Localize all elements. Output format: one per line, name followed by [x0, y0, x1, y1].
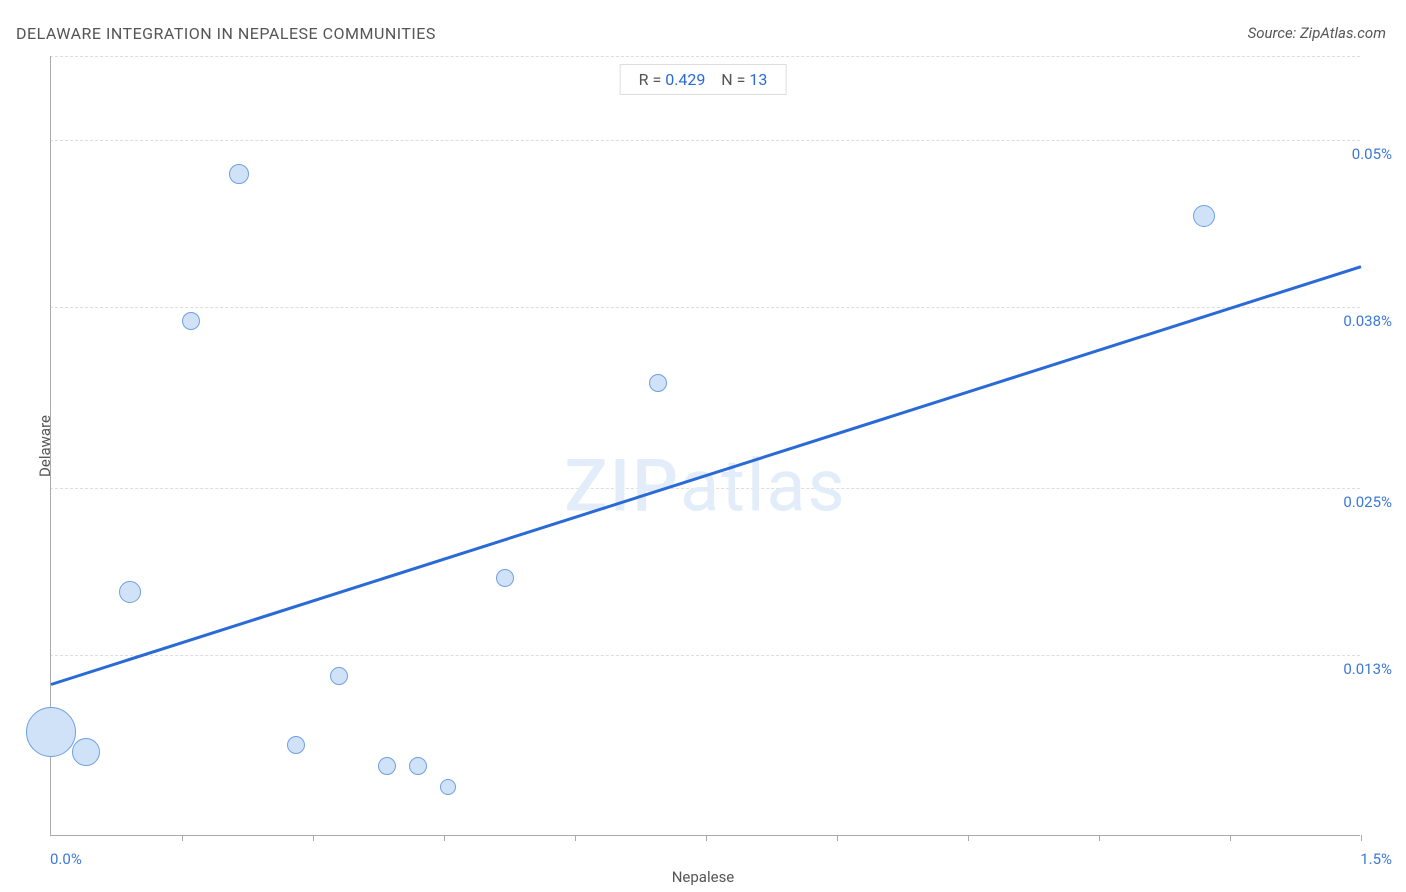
x-tick — [706, 835, 707, 841]
x-tick — [444, 835, 445, 841]
plot-area: ZIPatlas — [50, 56, 1360, 836]
stats-box: R = 0.429 N = 13 — [620, 64, 787, 95]
scatter-point — [72, 738, 100, 766]
x-tick — [575, 835, 576, 841]
r-value: 0.429 — [665, 70, 705, 89]
x-axis-label: Nepalese — [672, 868, 735, 886]
scatter-point — [649, 374, 667, 392]
scatter-point — [26, 707, 76, 757]
x-tick — [837, 835, 838, 841]
scatter-point — [330, 667, 348, 685]
source-attribution: Source: ZipAtlas.com — [1248, 24, 1386, 42]
x-tick — [182, 835, 183, 841]
r-label: R = — [639, 70, 662, 89]
scatter-point — [119, 581, 141, 603]
plot-axes: ZIPatlas — [50, 56, 1360, 836]
scatter-point — [229, 164, 249, 184]
scatter-point — [378, 757, 396, 775]
scatter-point — [440, 779, 456, 795]
scatter-point — [409, 757, 427, 775]
chart-title: DELAWARE INTEGRATION IN NEPALESE COMMUNI… — [16, 24, 436, 43]
chart-container: DELAWARE INTEGRATION IN NEPALESE COMMUNI… — [0, 0, 1406, 892]
scatter-point — [496, 569, 514, 587]
n-label: N = — [721, 70, 745, 89]
x-tick — [968, 835, 969, 841]
x-tick — [1361, 835, 1362, 841]
x-tick — [1099, 835, 1100, 841]
x-tick-start-label: 0.0% — [50, 850, 82, 868]
x-tick — [313, 835, 314, 841]
x-tick-end-label: 1.5% — [1360, 850, 1392, 868]
scatter-point — [1193, 205, 1215, 227]
trend-line — [51, 265, 1362, 686]
scatter-point — [287, 736, 305, 754]
n-value: 13 — [749, 70, 767, 89]
scatter-point — [182, 312, 200, 330]
watermark: ZIPatlas — [564, 444, 846, 529]
x-tick — [1230, 835, 1231, 841]
